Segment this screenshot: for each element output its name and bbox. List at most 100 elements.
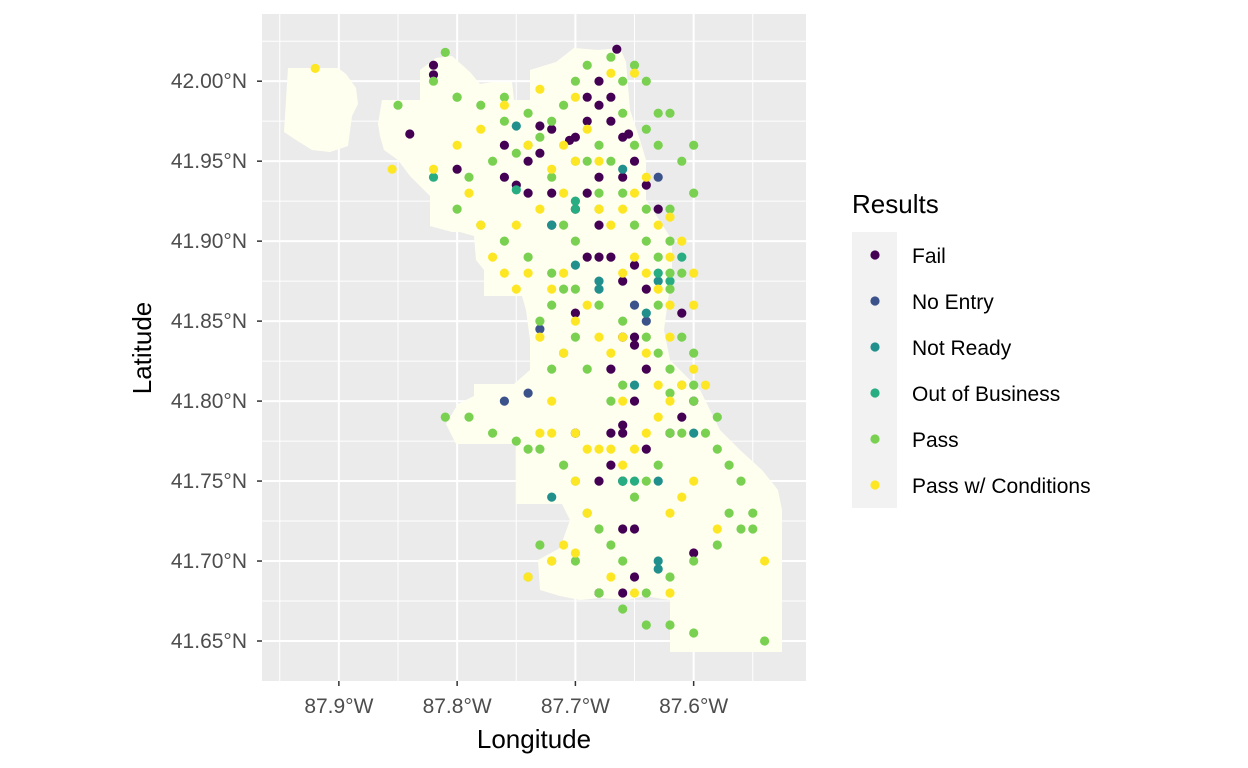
data-point (653, 172, 663, 182)
y-tick-label: 42.00°N (171, 70, 247, 93)
data-point (700, 380, 711, 390)
data-point (594, 588, 604, 598)
data-point (428, 70, 439, 80)
x-axis-ticks: 87.9°W 87.8°W 87.7°W 87.6°W (304, 681, 728, 718)
data-point (665, 300, 675, 310)
data-point (653, 220, 663, 230)
data-point (594, 476, 604, 486)
data-point (653, 276, 663, 286)
data-point (594, 156, 604, 166)
data-point (724, 508, 734, 518)
data-point (653, 108, 663, 118)
data-point (618, 380, 628, 390)
data-point (594, 444, 604, 454)
data-point (405, 129, 415, 139)
data-point (689, 380, 699, 390)
data-point (665, 364, 675, 374)
data-point (665, 428, 675, 438)
data-point (689, 628, 699, 638)
data-point (535, 121, 545, 131)
data-points (310, 44, 770, 646)
data-point (760, 556, 770, 566)
data-point (523, 156, 533, 166)
data-point (736, 476, 746, 486)
y-tick-label: 41.85°N (171, 310, 247, 333)
data-point (606, 364, 616, 374)
data-point (606, 68, 616, 78)
data-point (594, 100, 604, 110)
legend-label: Pass (912, 429, 959, 452)
data-point (488, 156, 498, 166)
data-point (677, 252, 687, 262)
data-point (618, 428, 628, 438)
data-point (629, 444, 640, 454)
data-point (641, 204, 651, 214)
data-point (665, 620, 675, 630)
data-point (559, 188, 569, 198)
data-point (606, 92, 616, 102)
data-point (547, 396, 557, 406)
data-point (606, 252, 616, 262)
data-point (641, 348, 651, 358)
data-point (594, 76, 604, 86)
legend-key (870, 388, 880, 398)
data-point (618, 396, 628, 406)
data-point (582, 364, 592, 374)
data-point (393, 100, 403, 110)
data-point (606, 444, 616, 454)
legend-label: Out of Business (912, 383, 1060, 406)
data-point (629, 68, 640, 78)
data-point (511, 121, 521, 131)
data-point (653, 284, 663, 294)
data-point (748, 524, 758, 534)
data-point (559, 268, 569, 278)
data-point (570, 236, 581, 246)
data-point (535, 444, 545, 454)
data-point (665, 508, 675, 518)
data-point (499, 116, 509, 126)
data-point (488, 428, 498, 438)
data-point (606, 220, 616, 230)
data-point (677, 236, 687, 246)
data-point (689, 556, 699, 566)
data-point (559, 284, 569, 294)
data-point (641, 124, 651, 134)
data-point (523, 108, 533, 118)
data-point (624, 129, 634, 139)
data-point (535, 324, 545, 334)
data-point (712, 412, 722, 422)
data-point (559, 220, 569, 230)
x-tick-label: 87.9°W (304, 695, 373, 718)
data-point (665, 388, 675, 398)
data-point (428, 164, 439, 174)
data-point (582, 188, 592, 198)
data-point (547, 492, 557, 502)
legend: Results Fail No Entry Not Ready Out of Busi… (852, 189, 1091, 508)
data-point (641, 364, 651, 374)
data-point (547, 220, 557, 230)
data-point (629, 572, 640, 582)
x-tick-label: 87.6°W (659, 695, 728, 718)
data-point (570, 332, 581, 342)
data-point (570, 260, 581, 270)
data-point (629, 380, 640, 390)
data-point (653, 476, 663, 486)
data-point (677, 308, 687, 318)
data-point (535, 132, 545, 142)
data-point (629, 156, 640, 166)
data-point (641, 180, 651, 190)
data-point (665, 572, 675, 582)
data-point (606, 52, 616, 62)
data-point (618, 332, 628, 342)
data-point (570, 284, 581, 294)
data-point (641, 236, 651, 246)
data-point (547, 300, 557, 310)
legend-key-background (852, 232, 897, 508)
data-point (511, 220, 521, 230)
data-point (618, 188, 628, 198)
data-point (428, 76, 439, 86)
data-point (511, 436, 521, 446)
data-point (641, 620, 651, 630)
data-point (618, 108, 628, 118)
legend-label: No Entry (912, 291, 994, 314)
